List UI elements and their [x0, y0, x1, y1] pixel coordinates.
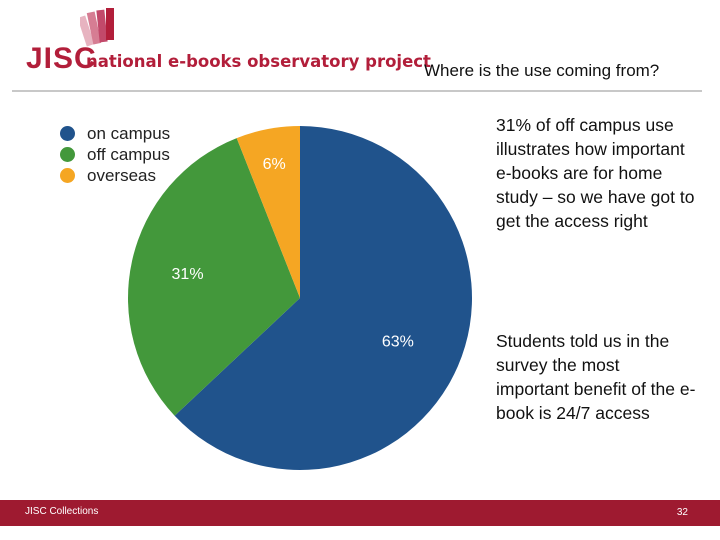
- legend-dot-off-campus: [60, 147, 75, 162]
- pie-label-off-campus: 31%: [172, 266, 204, 283]
- pie-chart: 63% 31% 6%: [127, 126, 472, 470]
- commentary-paragraph-1: 31% of off campus use illustrates how im…: [496, 115, 695, 231]
- chart-legend: on campus off campus overseas: [60, 123, 170, 186]
- pie-label-overseas: 6%: [263, 156, 286, 173]
- legend-label-off-campus: off campus: [87, 144, 170, 164]
- legend-dot-on-campus: [60, 126, 75, 141]
- pie-slice-overseas: [236, 126, 300, 298]
- pie-label-on-campus: 63%: [382, 333, 414, 350]
- jisc-logo: JISC national e-books observatory projec…: [10, 4, 431, 84]
- footer-bar: JISC Collections 32: [0, 500, 720, 526]
- commentary-paragraph-2: Students told us in the survey the most …: [496, 331, 696, 423]
- slide-title: Where is the use coming from?: [424, 61, 660, 80]
- legend-dot-overseas: [60, 168, 75, 183]
- legend-item-on-campus: on campus: [60, 123, 170, 144]
- pie-slice-off-campus: [127, 138, 300, 416]
- legend-item-overseas: overseas: [60, 165, 170, 186]
- logo-project-name: national e-books observatory project: [86, 52, 431, 71]
- legend-label-overseas: overseas: [87, 165, 156, 185]
- pie-slice-on-campus: [174, 126, 472, 470]
- legend-label-on-campus: on campus: [87, 123, 171, 143]
- footer-org: JISC Collections: [25, 506, 99, 517]
- books-logo-icon: [80, 8, 114, 47]
- legend-item-off-campus: off campus: [60, 144, 170, 165]
- header-divider: [12, 90, 702, 92]
- page-number: 32: [676, 507, 688, 518]
- logo-brand: JISC: [26, 42, 97, 75]
